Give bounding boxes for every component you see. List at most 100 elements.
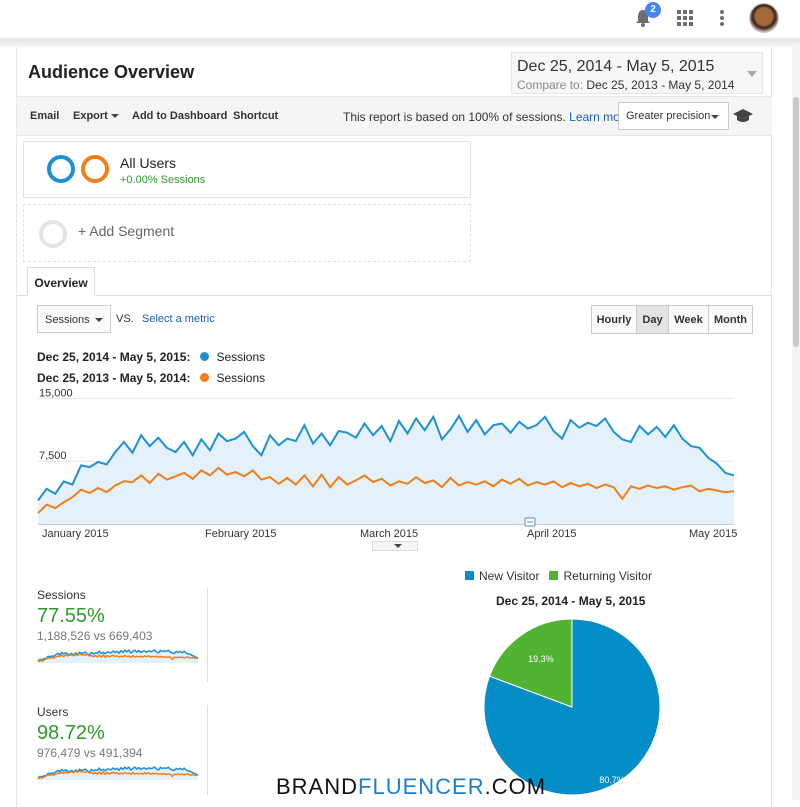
chevron-down-icon [394, 544, 402, 548]
compare-label: Compare to: [517, 78, 584, 92]
sessions-current-area [38, 416, 734, 524]
compare-range: Dec 25, 2013 - May 5, 2014 [586, 78, 735, 92]
summary-comparison: 1,188,526 vs 669,403 [37, 629, 153, 643]
pie-legend-new: New Visitor [479, 569, 540, 583]
chevron-down-icon [110, 114, 119, 119]
summary-sessions[interactable]: Sessions 77.55% 1,188,526 vs 669,403 [37, 588, 209, 670]
x-tick-label: April 2015 [527, 528, 577, 540]
segment-ring-icon [47, 155, 75, 183]
pie-legend-returning: Returning Visitor [563, 569, 652, 583]
metric-select-label: Sessions [45, 314, 90, 326]
top-bar: 2 [0, 0, 800, 38]
summary-users[interactable]: Users 98.72% 976,479 vs 491,394 [37, 705, 209, 787]
tab-overview[interactable]: Overview [27, 267, 95, 296]
page-title: Audience Overview [28, 62, 195, 82]
more-vert-icon[interactable] [719, 9, 725, 27]
legend-series: Sessions [216, 350, 266, 364]
export-button[interactable]: Export [73, 110, 119, 122]
sessions-sparkline [37, 648, 199, 663]
top-bar-shadow [0, 38, 800, 47]
shortcut-button[interactable]: Shortcut [233, 110, 279, 122]
summary-change: 77.55% [37, 605, 105, 627]
email-button[interactable]: Email [30, 110, 60, 122]
legend-swatch-icon [465, 571, 474, 580]
week-button[interactable]: Week [668, 305, 709, 334]
x-tick-label: January 2015 [42, 528, 109, 540]
legend-swatch-icon [549, 571, 559, 580]
chevron-down-icon [95, 318, 103, 322]
y-tick-label: 15,000 [39, 387, 73, 399]
pie-slice-returning-visitor[interactable] [488, 618, 573, 708]
vs-label: VS. [116, 313, 134, 325]
date-range-picker[interactable]: Dec 25, 2014 - May 5, 2015 Compare to: D… [511, 52, 763, 94]
apps-grid-icon[interactable] [677, 10, 693, 26]
summary-comparison: 976,479 vs 491,394 [37, 746, 143, 760]
tab-divider [17, 295, 772, 296]
report-note-text: This report is based on 100% of sessions… [343, 110, 566, 124]
add-segment-label: + Add Segment [78, 223, 175, 239]
sessions-previous-line [37, 466, 735, 514]
hourly-button[interactable]: Hourly [591, 305, 637, 334]
pie-slice-label: 19.3% [528, 654, 554, 664]
select-metric-link[interactable]: Select a metric [142, 313, 215, 325]
legend-dot-icon [200, 373, 210, 382]
sparkline-current [37, 648, 199, 662]
export-label: Export [73, 110, 108, 122]
segment-card-all-users[interactable]: All Users +0.00% Sessions [23, 141, 471, 198]
brandfluencer-watermark: BRANDFLUENCER.COM [276, 774, 546, 800]
x-tick-label: February 2015 [205, 528, 277, 540]
sparkline-previous [37, 652, 199, 663]
summary-label: Sessions [37, 588, 86, 602]
sparkline-current [37, 765, 199, 779]
sessions-line-chart[interactable]: 15,000 7,500 January 2015 February 2015 Mar… [17, 385, 752, 545]
date-range: Dec 25, 2014 - May 5, 2015 [517, 58, 715, 75]
summary-label: Users [37, 705, 69, 719]
watermark-part: BRAND [276, 774, 359, 799]
precision-select[interactable]: Greater precision [618, 102, 729, 130]
chart-legend-current: Dec 25, 2014 - May 5, 2015: Sessions [37, 350, 265, 364]
sparkline-previous [37, 769, 199, 780]
x-tick-label: March 2015 [360, 528, 418, 540]
segment-ring-icon [39, 220, 67, 248]
chart-collapse-toggle[interactable] [372, 541, 418, 551]
scrollbar[interactable] [792, 47, 800, 800]
legend-dot-icon [200, 352, 210, 361]
summary-divider [207, 588, 208, 682]
metric-select[interactable]: Sessions [37, 305, 111, 333]
pie-slice-label: 80.7% [599, 775, 625, 785]
legend-range: Dec 25, 2014 - May 5, 2015: [37, 350, 191, 364]
segment-change: +0.00% Sessions [120, 174, 206, 186]
learn-more-link[interactable]: Learn more [569, 110, 631, 124]
add-segment-card[interactable]: + Add Segment [23, 204, 471, 262]
chart-legend-previous: Dec 25, 2013 - May 5, 2014: Sessions [37, 371, 265, 385]
day-button[interactable]: Day [636, 305, 669, 334]
chevron-down-icon [711, 115, 719, 119]
report-sampling-note: This report is based on 100% of sessions… [343, 110, 631, 124]
visitor-type-pie-chart[interactable]: 80.7% 19.3% [483, 618, 663, 798]
month-button[interactable]: Month [708, 305, 753, 334]
add-to-dashboard-button[interactable]: Add to Dashboard [132, 110, 228, 122]
scrollbar-thumb[interactable] [793, 97, 799, 347]
compare-range-line: Compare to: Dec 25, 2013 - May 5, 2014 [517, 78, 734, 92]
y-tick-label: 7,500 [39, 450, 67, 462]
segment-name: All Users [120, 155, 177, 171]
x-tick-label: May 2015 [689, 528, 737, 540]
report-toolbar: Email Export Add to Dashboard Shortcut T… [17, 96, 772, 136]
watermark-part: FLUENCER [358, 774, 485, 799]
notification-badge: 2 [645, 2, 661, 18]
summary-divider [207, 705, 208, 795]
summary-change: 98.72% [37, 722, 105, 744]
pie-legend: New Visitor Returning Visitor [465, 569, 652, 583]
annotation-icon[interactable] [524, 517, 536, 527]
users-sparkline [37, 765, 199, 780]
graduation-cap-icon[interactable] [733, 108, 753, 124]
pie-title: Dec 25, 2014 - May 5, 2015 [496, 594, 646, 608]
watermark-part: .COM [484, 774, 547, 799]
precision-label: Greater precision [626, 110, 711, 122]
avatar[interactable] [749, 3, 779, 33]
chevron-down-icon[interactable] [747, 71, 757, 77]
legend-range: Dec 25, 2013 - May 5, 2014: [37, 371, 191, 385]
legend-series: Sessions [216, 371, 266, 385]
sessions-current-line [37, 414, 735, 502]
segment-ring-icon [81, 155, 109, 183]
